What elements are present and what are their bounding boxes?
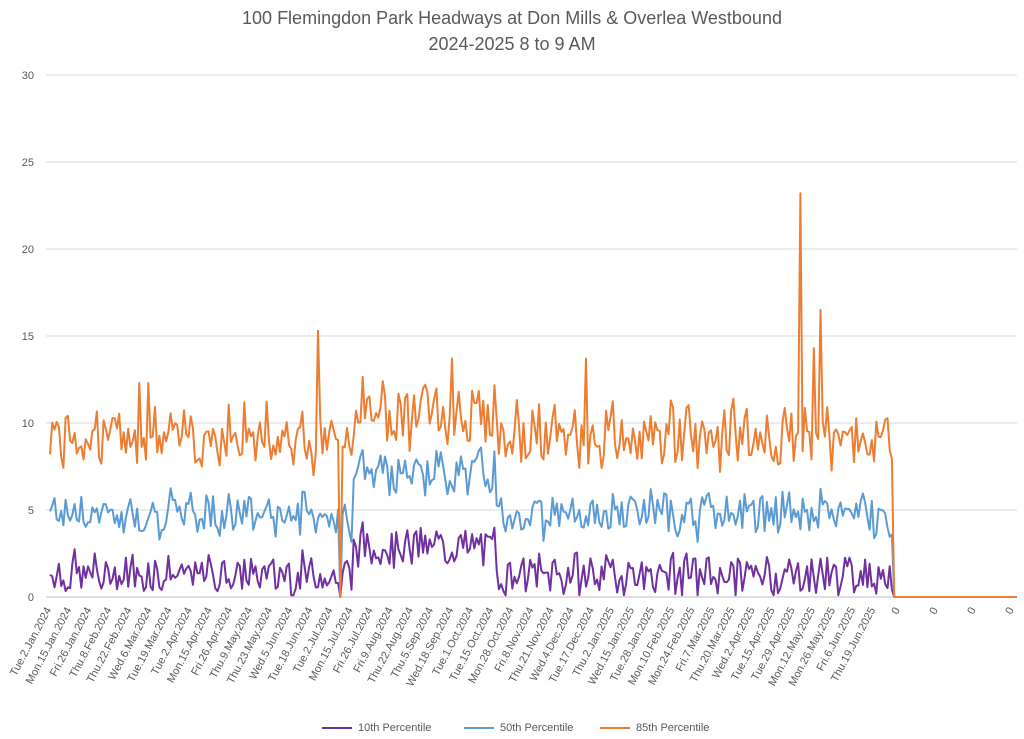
x-tick-label: 0 (1003, 605, 1016, 616)
chart-title: 100 Flemingdon Park Headways at Don Mill… (242, 8, 782, 28)
legend-item-p85: 85th Percentile (600, 722, 709, 734)
y-tick-label: 15 (22, 331, 34, 343)
legend-label-p50: 50th Percentile (500, 722, 574, 734)
y-tick-label: 5 (28, 505, 34, 517)
legend-swatch-p50 (464, 727, 494, 729)
series-line-p10 (49, 521, 1017, 598)
chart-subtitle: 2024-2025 8 to 9 AM (428, 34, 596, 54)
legend-swatch-p10 (322, 727, 352, 729)
y-tick-label: 30 (22, 70, 34, 82)
series-line-p85 (49, 192, 1017, 598)
legend-label-p85: 85th Percentile (636, 722, 710, 734)
y-tick-label: 20 (22, 244, 34, 256)
y-tick-label: 25 (22, 157, 34, 169)
series-line-p50 (49, 446, 1017, 598)
x-tick-label: 0 (889, 605, 902, 616)
legend-item-p50: 50th Percentile (464, 722, 573, 734)
y-tick-label: 0 (28, 592, 34, 604)
x-tick-label: 0 (965, 605, 978, 616)
legend-label-p10: 10th Percentile (358, 722, 432, 734)
x-tick-label: 0 (927, 605, 940, 616)
y-tick-label: 10 (22, 418, 34, 430)
legend-swatch-p85 (600, 727, 630, 729)
legend-item-p10: 10th Percentile (322, 722, 431, 734)
